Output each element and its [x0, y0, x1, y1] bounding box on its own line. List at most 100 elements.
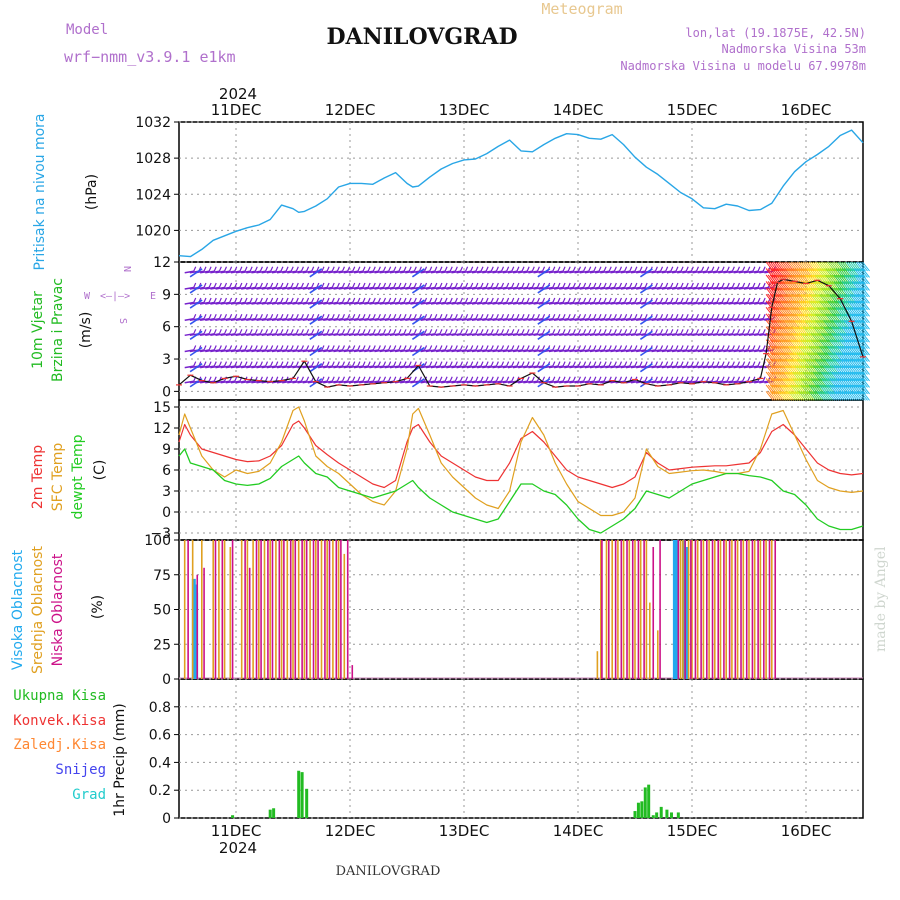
- storm-arrow: [855, 294, 864, 304]
- model-label: Model: [66, 22, 108, 38]
- wind-barb: [748, 365, 759, 369]
- wind-barb: [456, 380, 466, 384]
- y-tick-label: 0.8: [149, 700, 171, 716]
- wind-barb-feather: [541, 282, 546, 288]
- wind-unit: (m/s): [78, 312, 94, 349]
- wind-barb: [656, 317, 666, 321]
- storm-arrow: [804, 345, 813, 356]
- wind-barb: [241, 317, 251, 321]
- wind-barb-blue: [309, 378, 323, 388]
- wind-barb: [692, 349, 702, 353]
- wind-barb-feather: [234, 361, 238, 367]
- wind-barb: [523, 365, 533, 369]
- wind-barb-feather: [306, 329, 310, 335]
- wind-barb-feather: [377, 329, 381, 335]
- wind-barb: [317, 301, 328, 305]
- wind-barb-feather: [382, 329, 387, 335]
- wind-barb: [425, 349, 435, 353]
- wind-barb-feather: [680, 376, 684, 382]
- wind-barb-feather: [577, 329, 581, 335]
- storm-arrow: [784, 313, 792, 324]
- wind-barb: [702, 333, 712, 337]
- wind-barb: [338, 317, 348, 321]
- wind-barb: [384, 286, 394, 290]
- wind-barb-feather: [634, 345, 638, 351]
- wind-barb: [435, 380, 446, 384]
- wind-barb: [215, 301, 225, 305]
- storm-arrow: [837, 306, 846, 317]
- storm-arrow: [786, 261, 795, 272]
- wind-barb-feather: [459, 297, 464, 303]
- wind-barb-blue: [639, 268, 653, 278]
- wind-barb-feather: [742, 313, 746, 319]
- wind-barb-feather: [429, 282, 433, 288]
- wind-barb: [246, 365, 256, 369]
- wind-barb: [497, 349, 507, 353]
- wind-barb: [461, 380, 471, 384]
- storm-arrow: [814, 306, 823, 317]
- wind-barb-feather: [285, 361, 289, 367]
- wind-barb: [353, 380, 364, 384]
- wind-barb-feather: [470, 376, 474, 382]
- storm-arrow: [831, 300, 840, 311]
- wind-barb-blue: [537, 362, 551, 373]
- wind-barb-feather: [326, 361, 330, 367]
- wind-barb: [553, 380, 564, 384]
- wind-barb: [497, 317, 507, 321]
- wind-barb: [343, 349, 353, 353]
- wind-barb: [276, 270, 287, 274]
- wind-barb-feather: [506, 361, 510, 367]
- wind-barb-feather: [408, 266, 412, 272]
- storm-arrow: [794, 352, 803, 362]
- wind-barb: [487, 380, 497, 384]
- wind-barb-feather: [521, 345, 525, 351]
- wind-barb-feather: [321, 376, 325, 382]
- x-tick-label-bottom: 12DEC: [325, 822, 376, 840]
- wind-barb: [364, 365, 374, 369]
- storm-arrow: [782, 319, 790, 330]
- storm-arrow: [765, 281, 774, 291]
- storm-arrow: [858, 313, 866, 324]
- storm-arrow: [845, 281, 854, 291]
- storm-arrow: [821, 300, 829, 311]
- wind-barb-feather: [254, 361, 258, 367]
- storm-arrow: [849, 287, 858, 298]
- wind-barb-feather: [506, 329, 510, 335]
- storm-arrow: [810, 287, 819, 298]
- wind-barb: [400, 365, 410, 369]
- wind-barb-feather: [736, 266, 741, 272]
- wind-barb-feather: [434, 329, 438, 335]
- wind-barb: [574, 270, 584, 274]
- wind-barb-feather: [429, 376, 433, 382]
- storm-arrow: [819, 378, 827, 388]
- wind-barb-feather: [531, 266, 535, 272]
- wind-barb-feather: [654, 266, 658, 272]
- precip-bar: [651, 815, 655, 818]
- wind-barb: [266, 333, 276, 337]
- wind-barb: [666, 270, 677, 274]
- wind-barb: [502, 333, 512, 337]
- storm-arrow: [855, 281, 864, 291]
- wind-barb-feather: [480, 376, 484, 382]
- storm-arrow: [821, 365, 829, 375]
- storm-arrow: [845, 274, 854, 285]
- wind-barb: [210, 365, 220, 369]
- storm-arrow: [769, 339, 778, 349]
- storm-arrow: [792, 332, 801, 343]
- wind-barb: [369, 317, 379, 321]
- wind-barb-feather: [577, 313, 581, 319]
- storm-arrow: [804, 319, 813, 330]
- storm-arrow: [798, 274, 807, 285]
- wind-barb: [199, 365, 210, 369]
- storm-arrow: [771, 352, 780, 362]
- storm-arrow: [802, 365, 811, 375]
- storm-arrow: [784, 358, 792, 369]
- wind-barb: [697, 317, 707, 321]
- storm-arrow: [839, 339, 848, 349]
- wind-barb-feather: [721, 376, 725, 382]
- storm-arrow: [814, 339, 823, 349]
- wind-barb: [738, 270, 748, 274]
- wind-barb-feather: [280, 361, 284, 367]
- wind-barb-feather: [352, 313, 356, 319]
- wind-barb: [523, 301, 533, 305]
